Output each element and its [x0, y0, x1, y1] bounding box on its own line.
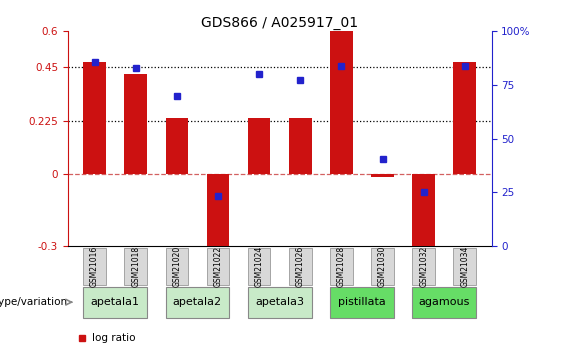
- Bar: [166, 118, 188, 174]
- Text: agamous: agamous: [419, 297, 470, 307]
- Text: GSM21030: GSM21030: [378, 246, 387, 287]
- Bar: [124, 248, 147, 285]
- Text: GSM21020: GSM21020: [172, 246, 181, 287]
- Bar: [412, 248, 435, 285]
- Text: GSM21016: GSM21016: [90, 246, 99, 287]
- Bar: [207, 248, 229, 285]
- Bar: [248, 118, 271, 174]
- Bar: [454, 248, 476, 285]
- Text: genotype/variation: genotype/variation: [0, 297, 67, 307]
- Bar: [371, 248, 394, 285]
- Text: apetala2: apetala2: [173, 297, 222, 307]
- Text: pistillata: pistillata: [338, 297, 386, 307]
- Bar: [124, 74, 147, 174]
- Text: GSM21026: GSM21026: [295, 246, 305, 287]
- Bar: [454, 62, 476, 174]
- Text: apetala3: apetala3: [255, 297, 304, 307]
- Text: GSM21032: GSM21032: [419, 246, 428, 287]
- Text: GSM21034: GSM21034: [460, 246, 470, 287]
- Bar: [412, 286, 476, 318]
- Bar: [166, 248, 188, 285]
- Bar: [248, 286, 311, 318]
- Bar: [248, 248, 271, 285]
- Text: apetala1: apetala1: [90, 297, 140, 307]
- Text: GSM21022: GSM21022: [214, 246, 223, 287]
- Bar: [330, 286, 394, 318]
- Bar: [371, 174, 394, 177]
- Bar: [412, 174, 435, 251]
- Bar: [83, 286, 147, 318]
- Text: log ratio: log ratio: [93, 333, 136, 343]
- Text: GSM21018: GSM21018: [131, 246, 140, 287]
- Bar: [289, 248, 311, 285]
- Title: GDS866 / A025917_01: GDS866 / A025917_01: [201, 16, 358, 30]
- Bar: [207, 174, 229, 251]
- Bar: [83, 248, 106, 285]
- Bar: [330, 248, 353, 285]
- Bar: [289, 118, 311, 174]
- Bar: [166, 286, 229, 318]
- Text: GSM21024: GSM21024: [255, 246, 264, 287]
- Bar: [330, 31, 353, 174]
- Text: GSM21028: GSM21028: [337, 246, 346, 287]
- Bar: [83, 62, 106, 174]
